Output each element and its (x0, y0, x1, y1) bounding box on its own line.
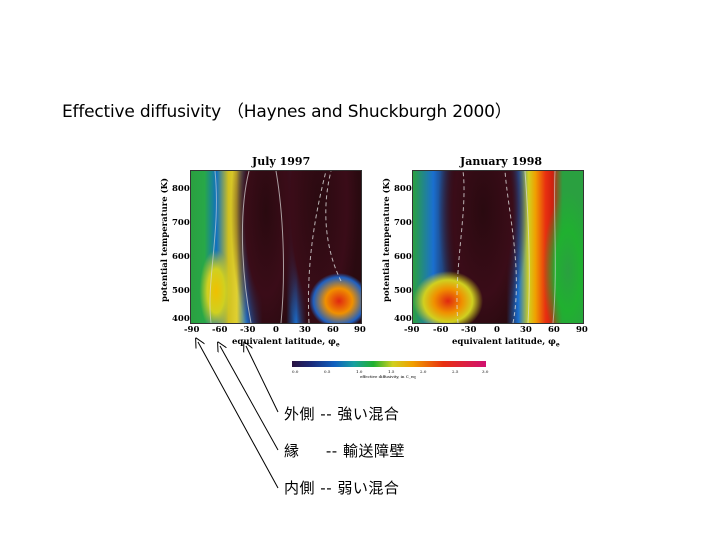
note-meaning: 弱い混合 (337, 479, 400, 497)
arrow-inner (198, 342, 279, 489)
x-axis-label-sub: e (335, 341, 340, 349)
xtick: -30 (461, 325, 477, 335)
slide-title: Effective diffusivity （Haynes and Shuckbu… (62, 97, 512, 122)
note-meaning: 輸送障壁 (342, 442, 405, 460)
xtick: 0 (494, 325, 500, 335)
colorbar-tick: 2.0 (420, 369, 427, 374)
xtick: 0 (273, 325, 279, 335)
xtick: 60 (327, 325, 339, 335)
note-inner: 内側 -- 弱い混合 (284, 477, 399, 498)
x-axis-label-text: equivalent latitude, φ (452, 337, 556, 347)
xtick: -60 (433, 325, 449, 335)
colorbar-tick: 1.0 (356, 369, 363, 374)
x-axis-label-sub: e (555, 341, 560, 349)
colorbar-tick: 0.0 (292, 369, 299, 374)
ytick: 800 (172, 184, 190, 194)
ytick: 800 (394, 184, 412, 194)
ytick: 600 (394, 252, 412, 262)
xtick: -60 (212, 325, 228, 335)
xtick: 60 (548, 325, 560, 335)
colorbar-tick: 0.5 (324, 369, 331, 374)
note-region: 外側 (284, 405, 316, 423)
ytick: 700 (394, 218, 412, 228)
ytick: 500 (172, 286, 190, 296)
xtick: 30 (520, 325, 532, 335)
note-separator: -- (315, 479, 338, 497)
xtick: -90 (404, 325, 420, 335)
panel-title-january: January 1998 (460, 155, 543, 168)
arrow-outer (246, 346, 279, 413)
colorbar-label: effective diffusivity, in C_eq (360, 374, 416, 379)
note-region: 縁 (284, 442, 300, 460)
plot-july-1997 (190, 170, 362, 324)
colorbar (292, 361, 486, 367)
xtick: 30 (299, 325, 311, 335)
colorbar-tick: 1.5 (388, 369, 395, 374)
colorbar-tick: 3.0 (482, 369, 489, 374)
note-separator: -- (299, 442, 343, 460)
ytick: 400 (394, 314, 412, 324)
title-citation: （Haynes and Shuckburgh 2000） (226, 102, 512, 122)
ytick: 400 (172, 314, 190, 324)
panel-title-july: July 1997 (252, 155, 311, 168)
xtick: 90 (576, 325, 588, 335)
xtick: -30 (240, 325, 256, 335)
note-meaning: 強い混合 (337, 405, 400, 423)
xtick: 90 (354, 325, 366, 335)
note-region: 内側 (284, 479, 316, 497)
x-axis-label: equivalent latitude, φe (232, 337, 340, 349)
note-separator: -- (315, 405, 338, 423)
note-outer: 外側 -- 強い混合 (284, 403, 399, 424)
x-axis-label: equivalent latitude, φe (452, 337, 560, 349)
title-main: Effective diffusivity (62, 102, 221, 122)
note-edge: 縁 -- 輸送障壁 (284, 440, 405, 461)
xtick: -90 (184, 325, 200, 335)
plot-january-1998 (412, 170, 584, 324)
arrow-edge (220, 346, 279, 451)
ytick: 500 (394, 286, 412, 296)
ytick: 600 (172, 252, 190, 262)
ytick: 700 (172, 218, 190, 228)
x-axis-label-text: equivalent latitude, φ (232, 337, 336, 347)
colorbar-tick: 2.5 (452, 369, 459, 374)
